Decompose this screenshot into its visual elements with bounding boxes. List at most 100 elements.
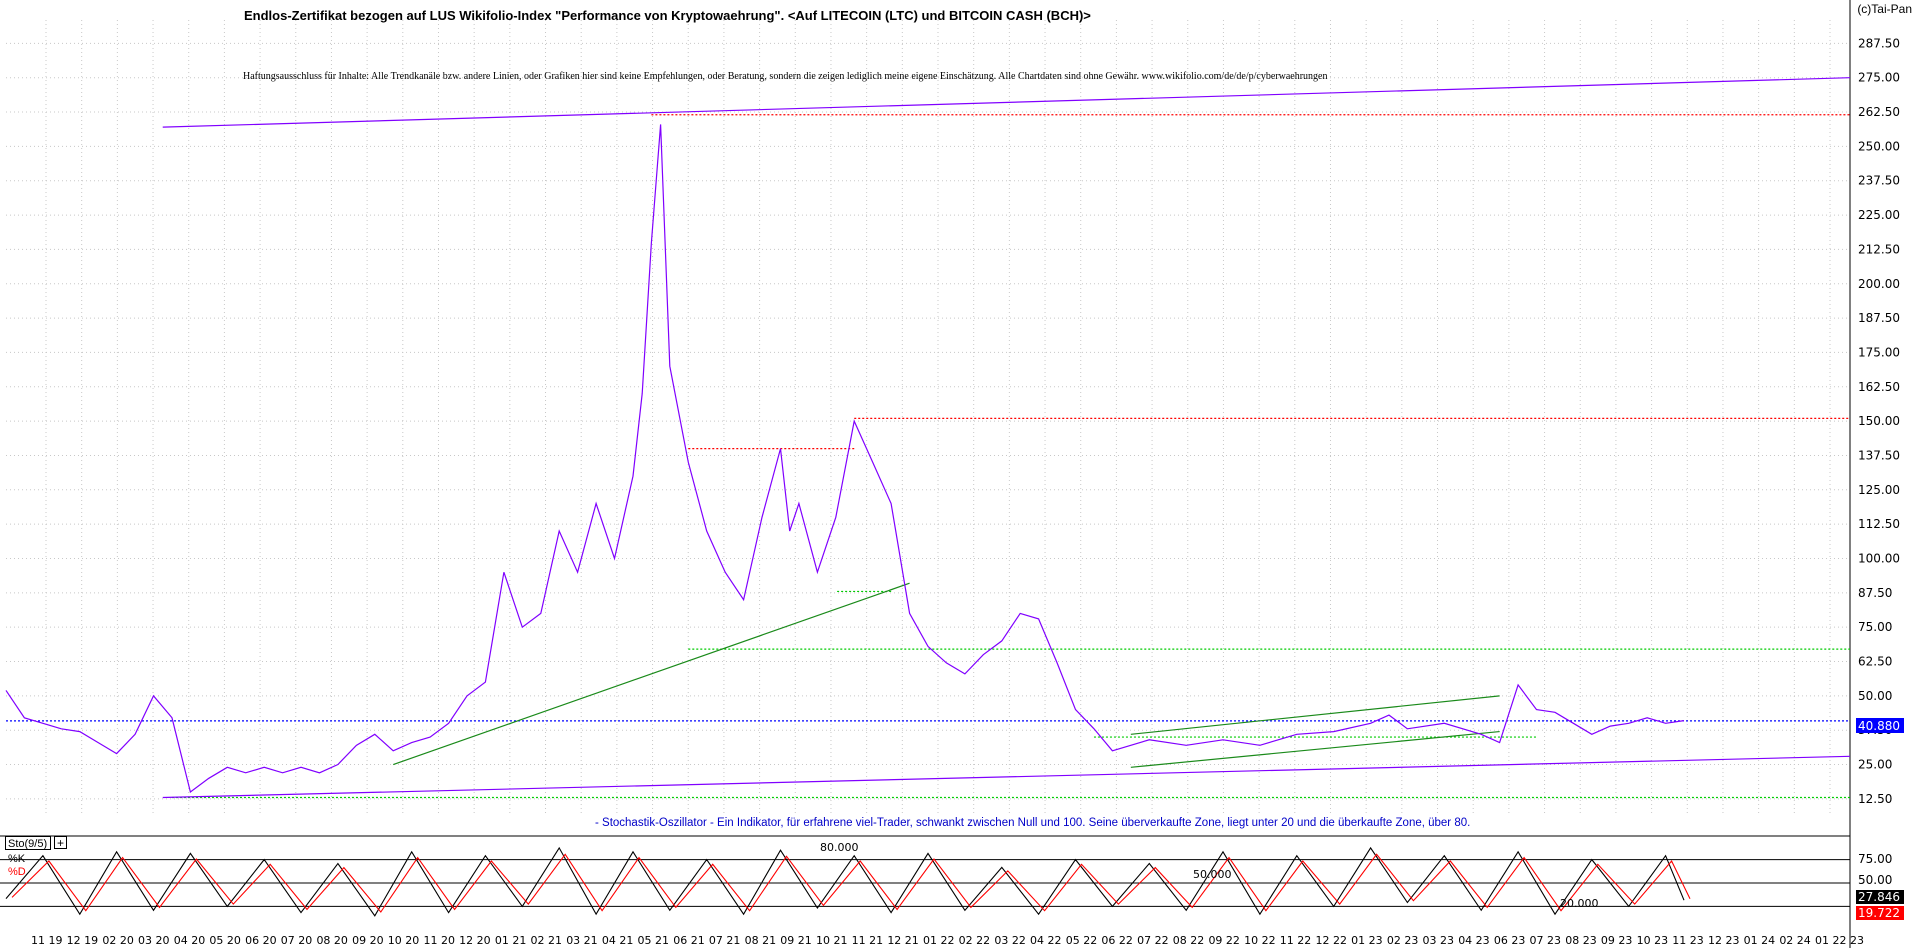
- time-tick-label: 10 21: [816, 934, 848, 947]
- stochastic-k-line: [5, 846, 1685, 917]
- trendline: [1130, 730, 1500, 768]
- time-tick-label: 02 22: [959, 934, 991, 947]
- time-tick-label: 11 19: [31, 934, 63, 947]
- time-tick-label: 12 19: [67, 934, 99, 947]
- time-tick-label: 03 21: [566, 934, 598, 947]
- time-tick-label: 11 22: [1280, 934, 1312, 947]
- channel-upper-line: [162, 77, 1851, 128]
- sto-level-80-label: 80.000: [820, 841, 859, 854]
- price-series-line: [5, 124, 1685, 794]
- time-tick-label: 01 21: [495, 934, 526, 947]
- time-tick-label: 07 21: [709, 934, 741, 947]
- price-tick-label: 250.00: [1858, 139, 1900, 153]
- time-tick-label: 09 21: [780, 934, 812, 947]
- indicator-selector[interactable]: Sto(9/5): [5, 836, 51, 850]
- disclaimer-text: Haftungsausschluss für Inhalte: Alle Tre…: [243, 71, 1328, 82]
- price-tick-label: 262.50: [1858, 105, 1900, 119]
- trendline: [393, 582, 910, 766]
- price-tick-label: 162.50: [1858, 380, 1900, 394]
- time-tick-label: 04 20: [174, 934, 206, 947]
- time-tick-label: 01 24: [1744, 934, 1776, 947]
- time-tick-label: 09 22: [1208, 934, 1240, 947]
- time-tick-label: 11 21: [852, 934, 884, 947]
- price-tick-label: 200.00: [1858, 277, 1900, 291]
- time-tick-label: 08 20: [316, 934, 348, 947]
- time-tick-label: 02 21: [531, 934, 563, 947]
- chart-title: Endlos-Zertifikat bezogen auf LUS Wikifo…: [244, 8, 1091, 23]
- price-tick-label: 62.50: [1858, 655, 1892, 669]
- time-tick-label: 10 20: [388, 934, 420, 947]
- time-tick-label: 04 21: [602, 934, 634, 947]
- time-tick-label: 10 23: [1637, 934, 1669, 947]
- add-indicator-button[interactable]: +: [54, 836, 67, 849]
- time-tick-label: 12 23: [1708, 934, 1740, 947]
- sto-level-20-label: 20.000: [1560, 897, 1599, 910]
- time-tick-label: 02 20: [102, 934, 134, 947]
- price-tick-label: 75.00: [1858, 620, 1892, 634]
- price-axis: 287.50 275.00 262.50 250.00 237.50 225.00 212.…: [1849, 0, 1900, 948]
- sto-tick-75: 75.00: [1858, 852, 1892, 866]
- sto-level-50-label: 50.000: [1193, 868, 1232, 881]
- time-tick-label: 07 23: [1530, 934, 1562, 947]
- time-tick-label: 07 20: [281, 934, 313, 947]
- time-tick-label: 06 22: [1101, 934, 1133, 947]
- price-tick-label: 275.00: [1858, 71, 1900, 85]
- time-tick-label: 02 24: [1779, 934, 1811, 947]
- time-tick-label: 11 20: [423, 934, 455, 947]
- price-tick-label: 12.50: [1858, 792, 1892, 806]
- time-tick-label: 04 23: [1458, 934, 1490, 947]
- time-tick-label: 12 20: [459, 934, 491, 947]
- time-tick-label: 03 22: [994, 934, 1026, 947]
- price-tick-label: 212.50: [1858, 242, 1900, 256]
- sto-tick-50: 50.00: [1858, 873, 1892, 887]
- time-tick-label: 06 21: [673, 934, 705, 947]
- time-tick-label: 08 22: [1173, 934, 1205, 947]
- time-tick-label: 12 22: [1315, 934, 1347, 947]
- copyright-label: (c)Tai-Pan: [1857, 2, 1912, 16]
- time-tick-label: 09 20: [352, 934, 384, 947]
- time-tick-label: 04 22: [1030, 934, 1062, 947]
- time-tick-label: 05 22: [1066, 934, 1098, 947]
- sto-d-legend: %D: [8, 866, 26, 878]
- time-tick-label: 02 23: [1387, 934, 1419, 947]
- price-tick-label: 225.00: [1858, 208, 1900, 222]
- last-price-marker: [1856, 718, 1904, 733]
- time-tick-label: 12 21: [887, 934, 919, 947]
- price-grid: [6, 20, 1850, 814]
- price-tick-label: 25.00: [1858, 758, 1892, 772]
- trendline: [1130, 695, 1500, 735]
- sto-k-value: 27.846: [1858, 890, 1900, 904]
- price-tick-label: 137.50: [1858, 448, 1900, 462]
- price-tick-label: 100.00: [1858, 551, 1900, 565]
- time-tick-label: 01 22: [923, 934, 955, 947]
- price-tick-label: 150.00: [1858, 414, 1900, 428]
- time-tick-label: 09 23: [1601, 934, 1633, 947]
- time-tick-label: 01 23: [1351, 934, 1383, 947]
- channel-lower-line: [162, 755, 1851, 799]
- time-tick-label: 11 23: [1672, 934, 1704, 947]
- time-tick-label: 08 23: [1565, 934, 1597, 947]
- time-tick-label: 06 20: [245, 934, 277, 947]
- price-tick-label: 175.00: [1858, 345, 1900, 359]
- time-tick-label: 08 21: [745, 934, 777, 947]
- price-tick-label: 87.50: [1858, 586, 1892, 600]
- time-tick-label: 05 20: [209, 934, 241, 947]
- time-tick-label: 10 22: [1244, 934, 1276, 947]
- sto-d-value: 19.722: [1858, 906, 1900, 920]
- sto-k-value-marker: [1856, 890, 1904, 904]
- time-tick-label: 05 21: [638, 934, 670, 947]
- price-tick-label: 125.00: [1858, 483, 1900, 497]
- time-axis: 11 19 12 19 02 20 03 20 04 20 05 20 06 20 07 20…: [31, 934, 1864, 947]
- last-price-label: 40.880: [1858, 719, 1900, 733]
- time-tick-label: 07 22: [1137, 934, 1169, 947]
- price-tick-label: 287.50: [1858, 36, 1900, 50]
- stochastic-description: - Stochastik-Oszillator - Ein Indikator,…: [595, 817, 1470, 829]
- price-tick-label: 112.50: [1858, 517, 1900, 531]
- sto-d-value-marker: [1856, 906, 1904, 920]
- time-tick-label: 01 22 23: [1815, 934, 1864, 947]
- sto-k-legend: %K: [8, 853, 26, 865]
- stochastic-d-line: [11, 853, 1691, 913]
- time-tick-label: 03 23: [1423, 934, 1455, 947]
- price-tick-label: 237.50: [1858, 174, 1900, 188]
